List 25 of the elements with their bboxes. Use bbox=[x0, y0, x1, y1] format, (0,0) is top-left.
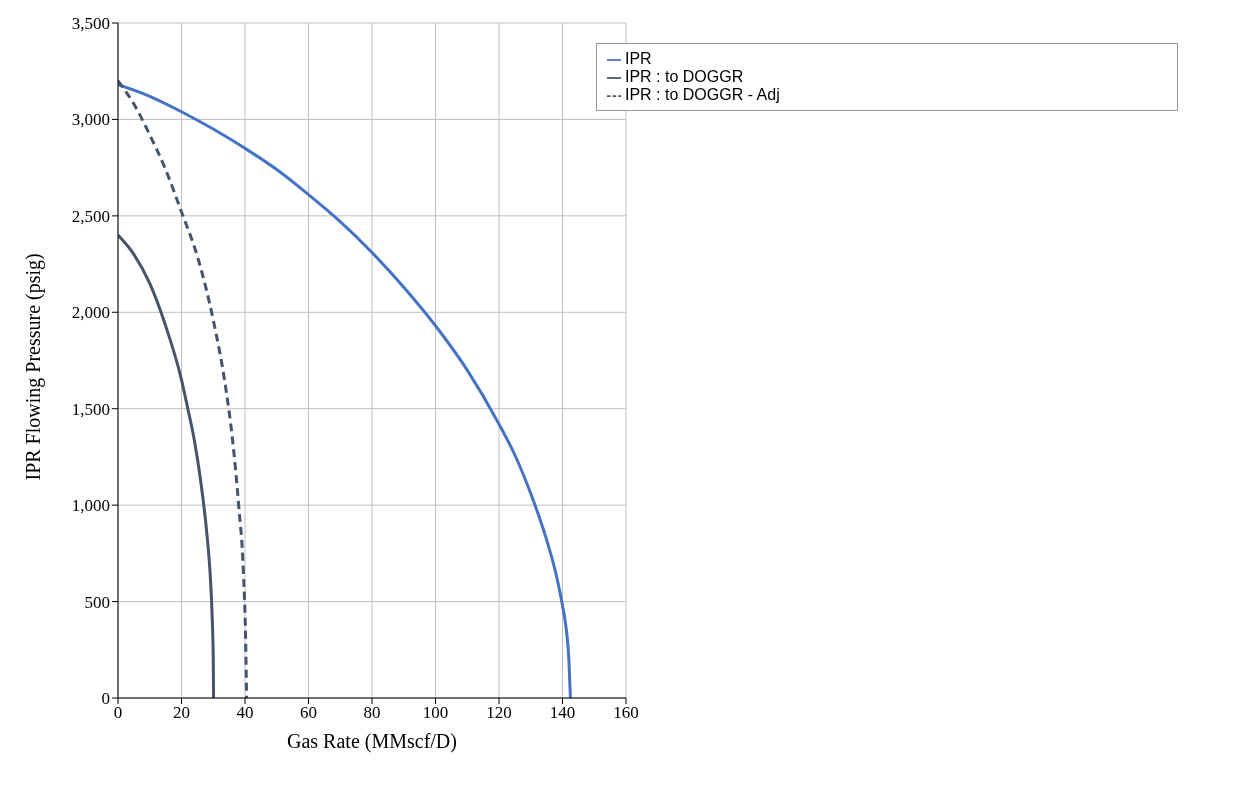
legend-label: IPR bbox=[625, 50, 652, 67]
x-tick-label: 80 bbox=[363, 703, 381, 723]
y-tick-label: 0 bbox=[101, 689, 110, 709]
x-tick-label: 160 bbox=[613, 703, 639, 723]
y-tick-label: 2,500 bbox=[71, 206, 110, 226]
x-tick-label: 140 bbox=[549, 703, 576, 723]
y-tick-label: 1,500 bbox=[71, 399, 110, 419]
y-tick-label: 500 bbox=[84, 592, 110, 612]
x-tick-label: 60 bbox=[300, 703, 317, 723]
y-tick-label: 3,000 bbox=[71, 110, 110, 130]
legend-label: IPR : to DOGGR - Adj bbox=[625, 86, 780, 103]
line-series bbox=[118, 79, 249, 698]
line-series bbox=[118, 83, 572, 698]
y-tick-label: 2,000 bbox=[71, 303, 110, 323]
y-axis-title: IPR Flowing Pressure (psig) bbox=[22, 253, 46, 481]
x-axis-title: Gas Rate (MMscf/D) bbox=[287, 730, 457, 753]
x-tick-label: 100 bbox=[422, 703, 449, 723]
x-tick-label: 0 bbox=[113, 703, 123, 723]
legend-label: IPR : to DOGGR bbox=[625, 68, 744, 85]
y-tick-label: 1,000 bbox=[71, 496, 110, 516]
x-tick-label: 120 bbox=[486, 703, 512, 723]
x-tick-label: 40 bbox=[236, 703, 254, 723]
y-tick-label: 3,500 bbox=[71, 14, 110, 34]
x-tick-label: 20 bbox=[173, 703, 190, 723]
line-series bbox=[118, 233, 216, 698]
